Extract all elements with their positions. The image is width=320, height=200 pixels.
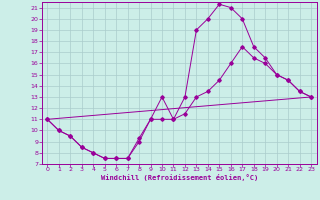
X-axis label: Windchill (Refroidissement éolien,°C): Windchill (Refroidissement éolien,°C) — [100, 174, 258, 181]
